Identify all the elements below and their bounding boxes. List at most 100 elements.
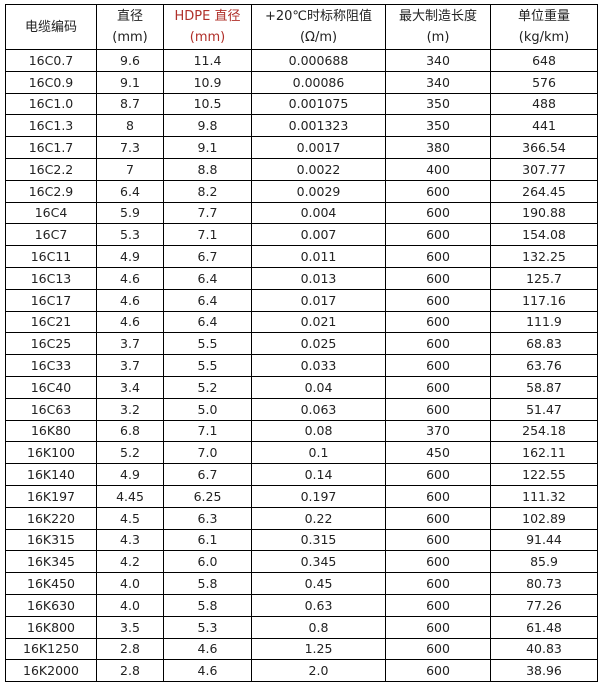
cell-nominal-resistance: 0.004 [251, 201, 386, 225]
cell-hdpe-diameter: 6.25 [163, 484, 252, 508]
header-unit: (m) [426, 30, 450, 45]
cell-cable-code: 16K345 [5, 550, 97, 574]
table-row: 16K220 4.5 6.3 0.22 600 102.89 [5, 506, 598, 530]
header-unit: (Ω/m) [299, 30, 338, 45]
header-label: 直径 [116, 9, 143, 24]
cell-unit-weight: 190.88 [490, 201, 598, 225]
cell-cable-code: 16C17 [5, 288, 97, 312]
cell-cable-code: 16C0.7 [5, 49, 97, 72]
cell-unit-weight: 58.87 [490, 375, 598, 399]
cell-diameter: 3.5 [96, 615, 164, 639]
header-label: +20℃时标称阻值 [264, 9, 373, 24]
cell-unit-weight: 63.76 [490, 354, 598, 377]
cell-hdpe-diameter: 5.3 [163, 615, 252, 639]
table-row: 16C11 4.9 6.7 0.011 600 132.25 [5, 245, 598, 268]
cell-cable-code: 16K800 [5, 615, 97, 639]
cell-hdpe-diameter: 8.8 [163, 157, 252, 181]
cell-hdpe-diameter: 9.8 [163, 114, 252, 138]
cell-diameter: 4.6 [96, 310, 164, 334]
cell-unit-weight: 77.26 [490, 593, 598, 617]
table-row: 16C2.9 6.4 8.2 0.0029 600 264.45 [5, 179, 598, 203]
cell-unit-weight: 80.73 [490, 572, 598, 595]
cell-diameter: 4.0 [96, 572, 164, 595]
cell-cable-code: 16C2.2 [5, 157, 97, 181]
cell-cable-code: 16C21 [5, 310, 97, 334]
cell-cable-code: 16K100 [5, 441, 97, 465]
cell-max-length: 600 [385, 637, 491, 661]
cell-cable-code: 16K450 [5, 572, 97, 595]
cell-nominal-resistance: 0.04 [251, 375, 386, 399]
cell-unit-weight: 264.45 [490, 179, 598, 203]
table-row: 16K197 4.45 6.25 0.197 600 111.32 [5, 484, 598, 508]
header-unit-weight: 单位重量 (kg/km) [490, 4, 598, 50]
header-row: 电缆编码 直径 (mm) HDPE 直径 (mm) +20℃时标称阻值 (Ω/m) 最大制造长… [5, 4, 598, 50]
cell-cable-code: 16C0.9 [5, 70, 97, 94]
cell-unit-weight: 125.7 [490, 266, 598, 290]
table-row: 16K345 4.2 6.0 0.345 600 85.9 [5, 550, 598, 574]
cell-nominal-resistance: 0.0029 [251, 179, 386, 203]
cell-cable-code: 16C1.7 [5, 136, 97, 159]
cell-max-length: 600 [385, 463, 491, 486]
cell-cable-code: 16K220 [5, 506, 97, 530]
header-label: 最大制造长度 [398, 9, 477, 24]
table-row: 16C17 4.6 6.4 0.017 600 117.16 [5, 288, 598, 312]
cell-max-length: 600 [385, 245, 491, 268]
header-max-length: 最大制造长度 (m) [385, 4, 491, 50]
cell-unit-weight: 111.9 [490, 310, 598, 334]
cell-max-length: 600 [385, 375, 491, 399]
cell-unit-weight: 154.08 [490, 223, 598, 247]
cell-nominal-resistance: 0.063 [251, 397, 386, 421]
cell-diameter: 4.0 [96, 593, 164, 617]
table-row: 16C1.7 7.3 9.1 0.0017 380 366.54 [5, 136, 598, 159]
cell-diameter: 5.3 [96, 223, 164, 247]
cell-diameter: 4.9 [96, 463, 164, 486]
table-row: 16C1.3 8 9.8 0.001323 350 441 [5, 114, 598, 138]
cell-max-length: 600 [385, 288, 491, 312]
table-row: 16C7 5.3 7.1 0.007 600 154.08 [5, 223, 598, 247]
cell-unit-weight: 68.83 [490, 332, 598, 356]
cell-cable-code: 16C11 [5, 245, 97, 268]
cell-cable-code: 16C1.0 [5, 92, 97, 116]
cell-nominal-resistance: 0.033 [251, 354, 386, 377]
cell-hdpe-diameter: 9.1 [163, 136, 252, 159]
cell-nominal-resistance: 0.315 [251, 528, 386, 552]
cell-diameter: 4.45 [96, 484, 164, 508]
cell-max-length: 600 [385, 310, 491, 334]
cell-nominal-resistance: 0.007 [251, 223, 386, 247]
cell-max-length: 600 [385, 179, 491, 203]
cell-max-length: 340 [385, 49, 491, 72]
table-row: 16C0.7 9.6 11.4 0.000688 340 648 [5, 49, 598, 72]
cell-max-length: 600 [385, 659, 491, 682]
cell-cable-code: 16K2000 [5, 659, 97, 682]
header-diameter: 直径 (mm) [96, 4, 164, 50]
cell-cable-code: 16C63 [5, 397, 97, 421]
cell-nominal-resistance: 0.63 [251, 593, 386, 617]
table-row: 16C21 4.6 6.4 0.021 600 111.9 [5, 310, 598, 334]
cell-max-length: 600 [385, 266, 491, 290]
table-row: 16C25 3.7 5.5 0.025 600 68.83 [5, 332, 598, 356]
cell-cable-code: 16K140 [5, 463, 97, 486]
cell-nominal-resistance: 0.00086 [251, 70, 386, 94]
cell-cable-code: 16C25 [5, 332, 97, 356]
cell-hdpe-diameter: 7.1 [163, 419, 252, 443]
cell-cable-code: 16C4 [5, 201, 97, 225]
cell-max-length: 350 [385, 114, 491, 138]
cell-diameter: 9.6 [96, 49, 164, 72]
table-header: 电缆编码 直径 (mm) HDPE 直径 (mm) +20℃时标称阻值 (Ω/m) 最大制造长… [5, 4, 598, 50]
table-row: 16K140 4.9 6.7 0.14 600 122.55 [5, 463, 598, 486]
cell-unit-weight: 648 [490, 49, 598, 72]
cell-diameter: 4.9 [96, 245, 164, 268]
cell-unit-weight: 38.96 [490, 659, 598, 682]
cell-nominal-resistance: 0.197 [251, 484, 386, 508]
cell-hdpe-diameter: 5.8 [163, 593, 252, 617]
cell-cable-code: 16C2.9 [5, 179, 97, 203]
cell-nominal-resistance: 0.14 [251, 463, 386, 486]
cell-diameter: 5.9 [96, 201, 164, 225]
table-row: 16K450 4.0 5.8 0.45 600 80.73 [5, 572, 598, 595]
cell-hdpe-diameter: 5.5 [163, 354, 252, 377]
cell-nominal-resistance: 0.001075 [251, 92, 386, 116]
cell-hdpe-diameter: 11.4 [163, 49, 252, 72]
cell-max-length: 600 [385, 223, 491, 247]
cell-unit-weight: 85.9 [490, 550, 598, 574]
cell-hdpe-diameter: 7.7 [163, 201, 252, 225]
